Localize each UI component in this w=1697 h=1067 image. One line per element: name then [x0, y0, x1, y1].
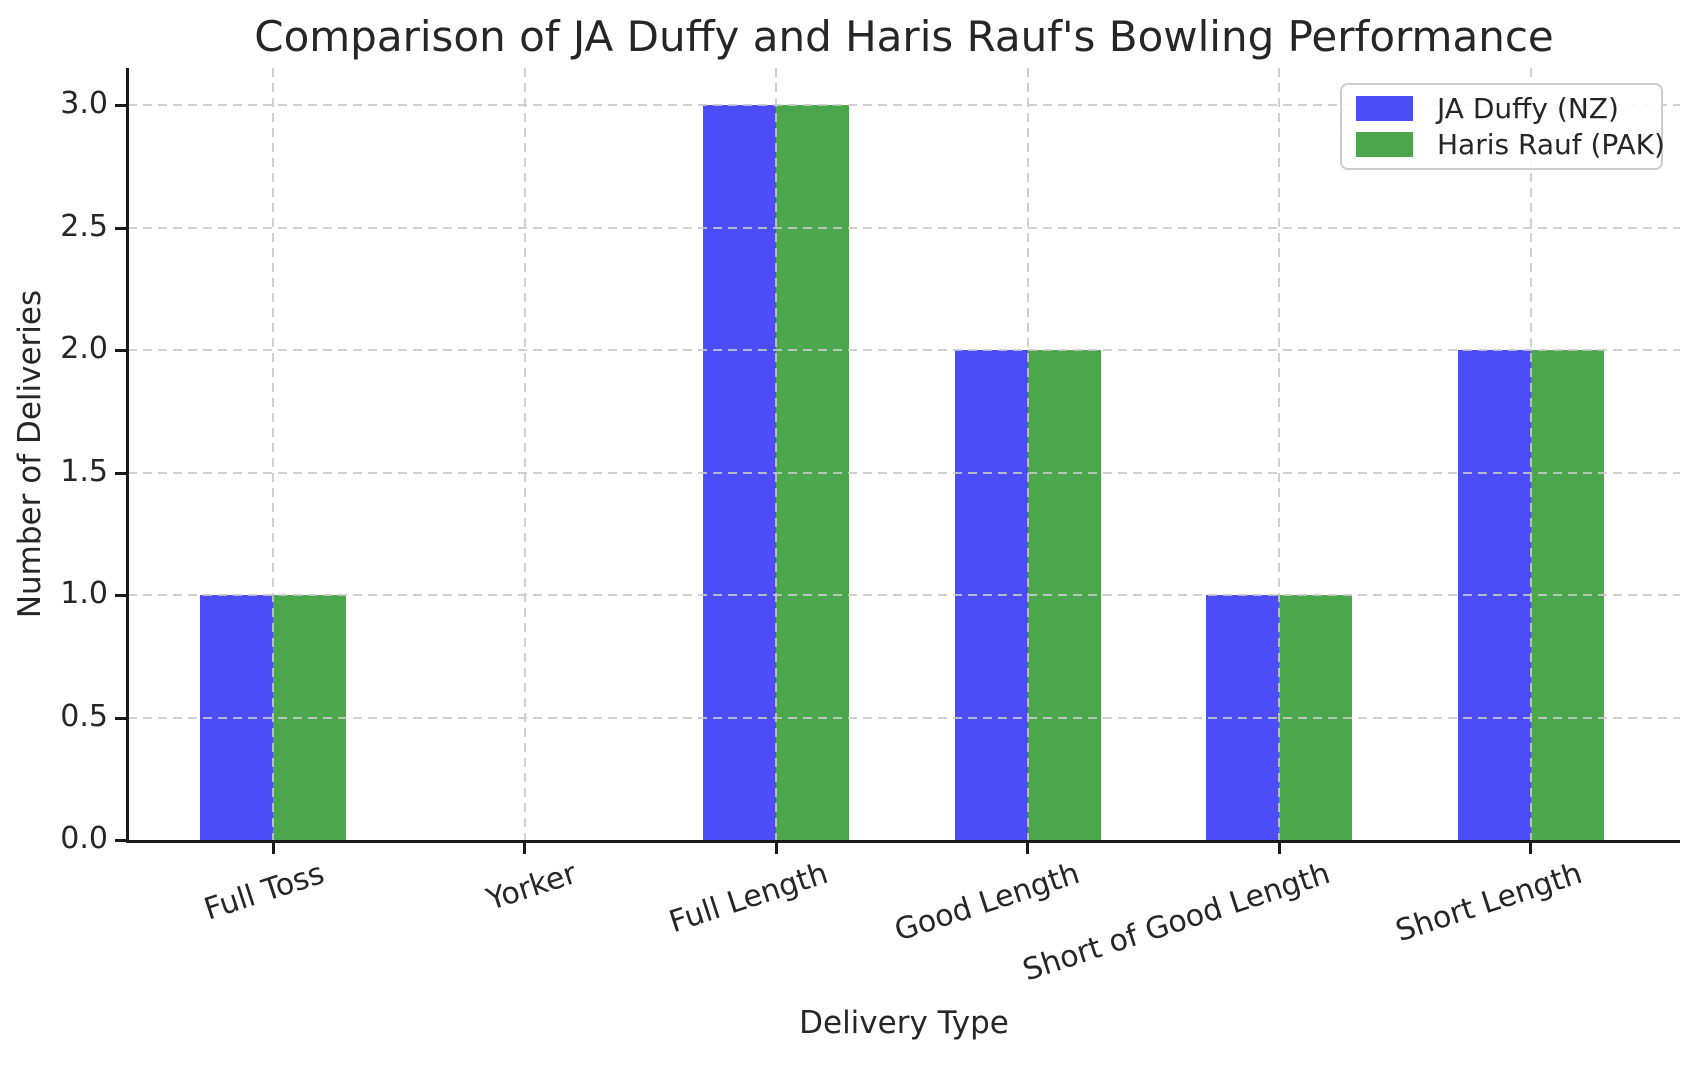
x-tick-label-full-length: Full Length — [665, 856, 833, 941]
gridline-y-2.5 — [128, 226, 1680, 229]
x-tick-label-full-toss: Full Toss — [200, 856, 329, 928]
gridline-x-short-of-good-length — [1278, 68, 1280, 840]
x-axis-label: Delivery Type — [799, 1005, 1009, 1041]
legend-swatch-ja-duffy-nz — [1356, 96, 1413, 122]
gridline-y-1.5 — [128, 471, 1680, 474]
gridline-y-2.0 — [128, 349, 1680, 351]
chart-title: Comparison of JA Duffy and Haris Rauf's … — [254, 12, 1554, 61]
y-tick-label-2.5: 2.5 — [60, 208, 108, 244]
y-tick-label-1.0: 1.0 — [60, 576, 108, 611]
x-tick-yorker — [523, 842, 526, 854]
y-axis-label: Number of Deliveries — [12, 289, 48, 619]
legend-entry-ja-duffy-nz: JA Duffy (NZ) — [1356, 92, 1647, 125]
x-tick-short-of-good-length — [1277, 842, 1281, 854]
x-tick-label-good-length: Good Length — [889, 856, 1084, 949]
y-tick-label-2.0: 2.0 — [60, 331, 108, 366]
gridline-y-1.0 — [128, 594, 1680, 596]
gridline-x-yorker — [523, 68, 526, 840]
y-tick-2.0 — [115, 349, 127, 352]
y-tick-0.0 — [115, 839, 127, 842]
y-tick-label-3.0: 3.0 — [60, 86, 108, 121]
y-tick-label-1.5: 1.5 — [60, 453, 108, 489]
gridline-x-short-length — [1529, 68, 1532, 840]
gridline-x-good-length — [1026, 68, 1029, 840]
legend-label-ja-duffy-nz: JA Duffy (NZ) — [1437, 92, 1619, 126]
x-axis-spine — [126, 840, 1680, 843]
y-tick-label-0.5: 0.5 — [60, 698, 108, 734]
x-tick-label-short-length: Short Length — [1390, 856, 1586, 950]
legend-label-haris-rauf-pak: Haris Rauf (PAK) — [1437, 127, 1665, 161]
y-tick-1.0 — [115, 594, 127, 597]
y-axis-spine — [126, 68, 129, 842]
legend-swatch-haris-rauf-pak — [1356, 131, 1413, 157]
y-tick-2.5 — [115, 226, 127, 230]
y-tick-1.5 — [115, 471, 127, 475]
y-tick-3.0 — [115, 104, 127, 107]
x-tick-label-yorker: Yorker — [482, 856, 581, 918]
gridline-y-0.5 — [128, 716, 1680, 719]
gridline-x-full-length — [775, 68, 777, 840]
x-tick-good-length — [1026, 842, 1029, 854]
y-tick-label-0.0: 0.0 — [60, 821, 108, 856]
x-tick-full-toss — [271, 842, 275, 854]
gridline-y-3.0 — [128, 104, 1680, 106]
x-tick-short-length — [1529, 842, 1532, 854]
legend: JA Duffy (NZ) Haris Rauf (PAK) — [1340, 83, 1665, 170]
legend-entry-haris-rauf-pak: Haris Rauf (PAK) — [1356, 128, 1665, 161]
gridline-x-full-toss — [272, 68, 274, 840]
x-tick-full-length — [774, 842, 778, 854]
y-tick-0.5 — [115, 716, 127, 720]
